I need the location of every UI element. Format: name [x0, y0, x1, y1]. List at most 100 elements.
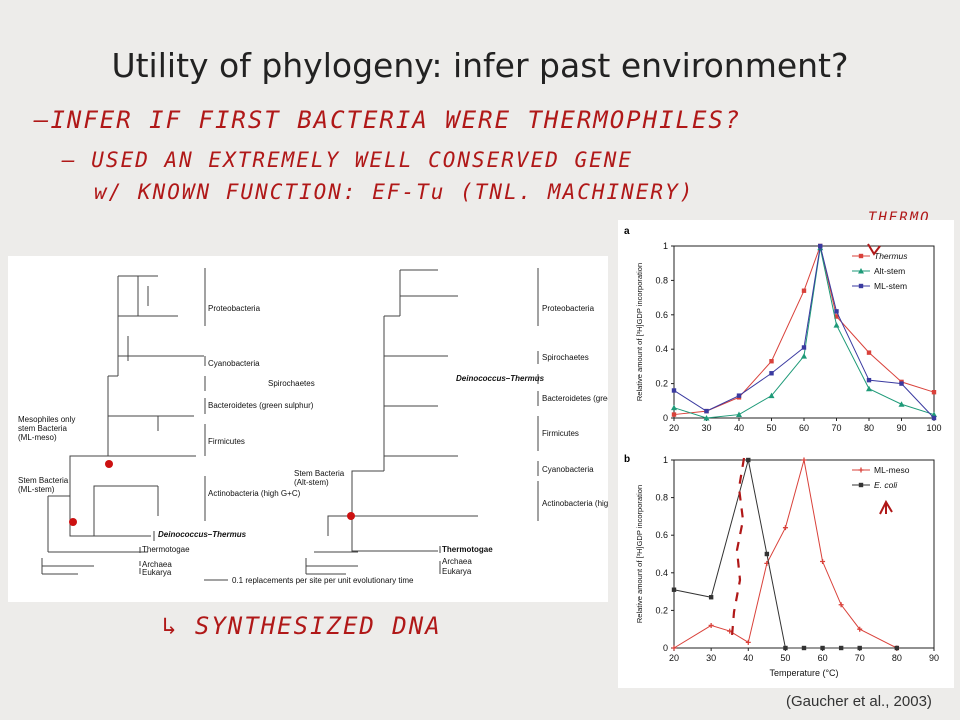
panel-b-x-axis-label: Temperature (°C)	[769, 668, 838, 678]
right-node-label-2: (Alt-stem)	[294, 478, 329, 487]
panel-a-legend-label: Alt-stem	[874, 266, 905, 276]
panel-a-data-point	[899, 381, 904, 386]
panel-b-x-tick-label: 20	[669, 653, 679, 663]
left-label-proteobacteria: Proteobacteria	[208, 304, 261, 313]
panel-a-y-tick-label: 1	[663, 241, 668, 251]
panel-b-data-point	[746, 457, 751, 463]
right-label-firmicutes: Firmicutes	[542, 429, 579, 438]
handwritten-note-gene: – USED AN EXTREMELY WELL CONSERVED GENE	[62, 148, 634, 172]
panel-b-data-point	[708, 595, 714, 600]
panel-b-legend-marker	[858, 467, 864, 473]
panel-a-x-tick-label: 40	[734, 423, 744, 433]
right-node-label-1: Stem Bacteria	[294, 469, 345, 478]
left-label-spirochaetes: Spirochaetes	[268, 379, 315, 388]
panel-b-data-point	[801, 645, 807, 651]
panel-a-data-point	[866, 377, 872, 383]
panel-a-data-point	[801, 288, 807, 293]
panel-a-data-point	[736, 411, 742, 418]
panel-a-data-point	[671, 412, 677, 417]
panel-b-x-tick-label: 40	[743, 653, 753, 663]
panel-a-x-tick-label: 50	[766, 423, 776, 433]
scale-bar-label: 0.1 replacements per site per unit evolu…	[232, 576, 414, 585]
panel-b-series-line-0	[673, 459, 898, 649]
panel-b-y-axis-label: Relative amount of [³H]GDP incorporation	[635, 485, 644, 623]
panel-b-data-point	[708, 622, 714, 628]
right-label-deinococcus: Deinococcus–Thermus	[456, 374, 545, 383]
panel-a-x-tick-label: 100	[926, 423, 941, 433]
right-label-cyanobacteria: Cyanobacteria	[542, 465, 594, 474]
panel-a-data-point	[736, 393, 742, 398]
panel-b-legend-label: ML-meso	[874, 465, 910, 475]
right-label-eukarya: Eukarya	[442, 567, 472, 576]
panel-b-data-point	[820, 559, 826, 565]
panel-a-data-point	[801, 345, 807, 350]
panel-a-x-tick-label: 70	[831, 423, 841, 433]
panel-b-data-point	[783, 645, 788, 651]
panel-a-data-point	[818, 243, 823, 249]
panel-a-x-tick-label: 30	[701, 423, 711, 433]
panel-a-data-point	[931, 390, 937, 395]
phylogeny-figure: Proteobacteria Cyanobacteria Spirochaete…	[8, 256, 648, 602]
panel-b-y-tick-label: 0.4	[655, 568, 668, 578]
panel-a-data-point	[833, 322, 840, 328]
panel-b-data-point	[838, 602, 844, 608]
left-node-label-1: Mesophiles only	[18, 415, 75, 424]
left-label-cyanobacteria: Cyanobacteria	[208, 359, 260, 368]
panel-a-data-point	[834, 309, 839, 314]
panel-a-x-tick-label: 20	[669, 423, 679, 433]
panel-b-data-point	[671, 645, 677, 651]
panel-a-data-point	[704, 408, 709, 414]
ml-stem-node-marker	[69, 518, 77, 526]
left-label-deinococcus: Deinococcus–Thermus	[158, 530, 247, 539]
left-label-eukarya: Eukarya	[142, 568, 172, 577]
panel-b-x-tick-label: 90	[929, 653, 939, 663]
panel-b-legend-marker	[858, 482, 864, 488]
panel-a-letter: a	[624, 226, 630, 237]
panel-a-legend-label: Thermus	[874, 251, 908, 261]
right-label-proteobacteria: Proteobacteria	[542, 304, 595, 313]
panel-b-data-point	[857, 645, 862, 651]
panel-b-x-tick-label: 30	[706, 653, 716, 663]
dashed-red-annotation-line	[730, 457, 746, 637]
panel-a-data-point	[834, 314, 839, 319]
panel-a-data-point	[768, 392, 775, 399]
panel-a-legend-marker	[858, 253, 864, 259]
left-node-label-4: Stem Bacteria	[18, 476, 69, 485]
panel-a-data-point	[703, 415, 710, 421]
panel-b-x-tick-label: 80	[892, 653, 902, 663]
ml-meso-node-marker	[105, 460, 113, 468]
panel-a-data-point	[866, 385, 872, 392]
panel-a-data-point	[671, 404, 677, 411]
panel-a-data-point	[769, 359, 774, 364]
panel-a-series-line-2	[673, 245, 935, 419]
panel-a-y-tick-label: 0.6	[655, 310, 668, 320]
panel-b-data-point	[745, 639, 751, 645]
panel-b-x-tick-label: 70	[855, 653, 865, 663]
phylogeny-trees-svg: Proteobacteria Cyanobacteria Spirochaete…	[18, 268, 648, 585]
panel-a-data-point	[801, 353, 807, 359]
panel-b-data-point	[801, 457, 807, 463]
panel-a-x-tick-label: 90	[896, 423, 906, 433]
left-label-bacteroidetes: Bacteroidetes (green sulphur)	[208, 401, 314, 410]
panel-b-x-tick-label: 50	[780, 653, 790, 663]
ml-meso-arrow-icon	[879, 499, 893, 515]
chart-panel: a b 20 30 40 50 60 70 80 90 100 0 0.2 0.4 0.6 0.8 1 Rel…	[618, 220, 954, 688]
handwritten-note-question: —INFER IF FIRST BACTERIA WERE THERMOPHIL…	[34, 106, 742, 134]
panel-a-data-point	[931, 415, 937, 421]
panel-a-data-point	[671, 388, 677, 393]
panel-b-y-tick-label: 0.2	[655, 605, 668, 615]
panel-b-series-line-1	[673, 459, 897, 649]
panel-a-legend-label: ML-stem	[874, 281, 907, 291]
left-node-label-2: stem Bacteria	[18, 424, 67, 433]
thermo-arrow-icon	[867, 243, 881, 256]
left-node-label-3: (ML-meso)	[18, 433, 57, 442]
panel-b-y-tick-label: 0.6	[655, 530, 668, 540]
panel-b-data-point	[857, 626, 863, 632]
left-label-firmicutes: Firmicutes	[208, 437, 245, 446]
panel-b-data-point	[820, 645, 825, 651]
right-label-archaea: Archaea	[442, 557, 472, 566]
panel-b-y-tick-label: 0	[663, 643, 668, 653]
left-node-label-5: (ML-stem)	[18, 485, 55, 494]
panel-a-x-tick-label: 60	[799, 423, 809, 433]
panel-b-legend-label: E. coli	[874, 480, 898, 490]
